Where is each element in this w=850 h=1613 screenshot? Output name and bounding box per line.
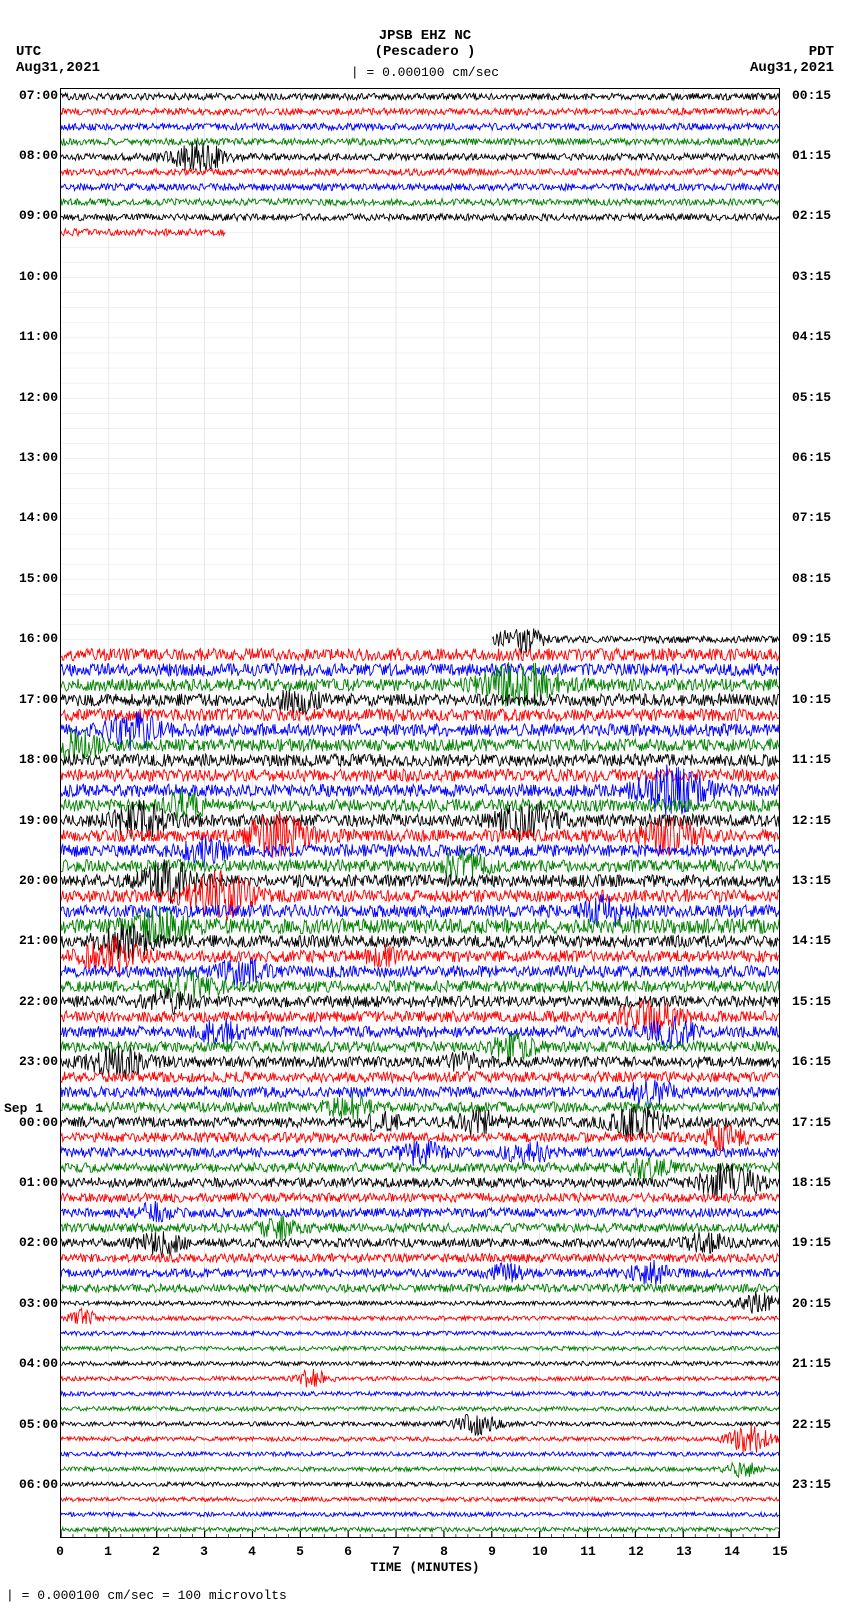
x-tick-label: 4 bbox=[248, 1544, 256, 1559]
x-tick-label: 9 bbox=[488, 1544, 496, 1559]
utc-hour-label: 00:00 bbox=[4, 1115, 58, 1130]
utc-hour-label: 14:00 bbox=[4, 510, 58, 525]
utc-hour-label: 19:00 bbox=[4, 813, 58, 828]
utc-hour-label: 16:00 bbox=[4, 631, 58, 646]
scale-text: | = 0.000100 cm/sec bbox=[0, 65, 850, 80]
pdt-hour-label: 12:15 bbox=[792, 813, 846, 828]
utc-hour-label: 18:00 bbox=[4, 752, 58, 767]
pdt-hour-label: 14:15 bbox=[792, 933, 846, 948]
x-tick-label: 0 bbox=[56, 1544, 64, 1559]
footer-scale-text: | = 0.000100 cm/sec = 100 microvolts bbox=[6, 1588, 287, 1603]
utc-hour-label: 15:00 bbox=[4, 571, 58, 586]
x-axis-title: TIME (MINUTES) bbox=[370, 1560, 479, 1575]
pdt-hour-label: 19:15 bbox=[792, 1235, 846, 1250]
pdt-hour-label: 02:15 bbox=[792, 208, 846, 223]
pdt-hour-label: 10:15 bbox=[792, 692, 846, 707]
x-tick-label: 6 bbox=[344, 1544, 352, 1559]
utc-hour-label: 01:00 bbox=[4, 1175, 58, 1190]
x-tick-label: 10 bbox=[532, 1544, 548, 1559]
tz-label-left: UTC bbox=[16, 44, 41, 60]
seismogram-svg bbox=[61, 89, 779, 1537]
utc-hour-label: 04:00 bbox=[4, 1356, 58, 1371]
utc-hour-label: 12:00 bbox=[4, 390, 58, 405]
tz-label-right: PDT bbox=[809, 44, 834, 60]
utc-hour-label: 07:00 bbox=[4, 88, 58, 103]
pdt-hour-label: 15:15 bbox=[792, 994, 846, 1009]
utc-hour-label: 13:00 bbox=[4, 450, 58, 465]
utc-hour-label: 21:00 bbox=[4, 933, 58, 948]
utc-hour-label: 10:00 bbox=[4, 269, 58, 284]
pdt-hour-label: 22:15 bbox=[792, 1417, 846, 1432]
pdt-hour-label: 18:15 bbox=[792, 1175, 846, 1190]
pdt-hour-label: 16:15 bbox=[792, 1054, 846, 1069]
x-tick-label: 8 bbox=[440, 1544, 448, 1559]
date-label-right: Aug31,2021 bbox=[750, 60, 834, 76]
station-location: (Pescadero ) bbox=[0, 44, 850, 60]
utc-hour-label: 17:00 bbox=[4, 692, 58, 707]
day-boundary-label: Sep 1 bbox=[4, 1101, 43, 1116]
utc-hour-label: 02:00 bbox=[4, 1235, 58, 1250]
pdt-hour-label: 08:15 bbox=[792, 571, 846, 586]
utc-hour-label: 03:00 bbox=[4, 1296, 58, 1311]
utc-hour-label: 05:00 bbox=[4, 1417, 58, 1432]
pdt-hour-label: 03:15 bbox=[792, 269, 846, 284]
pdt-hour-label: 23:15 bbox=[792, 1477, 846, 1492]
x-tick-label: 12 bbox=[628, 1544, 644, 1559]
x-tick-label: 13 bbox=[676, 1544, 692, 1559]
utc-hour-label: 06:00 bbox=[4, 1477, 58, 1492]
x-tick-label: 14 bbox=[724, 1544, 740, 1559]
x-tick-label: 3 bbox=[200, 1544, 208, 1559]
pdt-hour-label: 07:15 bbox=[792, 510, 846, 525]
pdt-hour-label: 11:15 bbox=[792, 752, 846, 767]
pdt-hour-label: 20:15 bbox=[792, 1296, 846, 1311]
pdt-hour-label: 00:15 bbox=[792, 88, 846, 103]
utc-hour-label: 23:00 bbox=[4, 1054, 58, 1069]
x-tick-label: 1 bbox=[104, 1544, 112, 1559]
utc-hour-label: 08:00 bbox=[4, 148, 58, 163]
pdt-hour-label: 17:15 bbox=[792, 1115, 846, 1130]
pdt-hour-label: 09:15 bbox=[792, 631, 846, 646]
pdt-hour-label: 01:15 bbox=[792, 148, 846, 163]
x-tick-label: 15 bbox=[772, 1544, 788, 1559]
utc-hour-label: 09:00 bbox=[4, 208, 58, 223]
pdt-hour-label: 04:15 bbox=[792, 329, 846, 344]
utc-hour-label: 22:00 bbox=[4, 994, 58, 1009]
pdt-hour-label: 05:15 bbox=[792, 390, 846, 405]
utc-hour-label: 11:00 bbox=[4, 329, 58, 344]
x-tick-label: 2 bbox=[152, 1544, 160, 1559]
pdt-hour-label: 13:15 bbox=[792, 873, 846, 888]
seismogram-plot bbox=[60, 88, 780, 1538]
utc-hour-label: 20:00 bbox=[4, 873, 58, 888]
pdt-hour-label: 21:15 bbox=[792, 1356, 846, 1371]
date-label-left: Aug31,2021 bbox=[16, 60, 100, 76]
pdt-hour-label: 06:15 bbox=[792, 450, 846, 465]
x-tick-label: 11 bbox=[580, 1544, 596, 1559]
station-title: JPSB EHZ NC bbox=[0, 28, 850, 44]
x-tick-label: 7 bbox=[392, 1544, 400, 1559]
x-tick-label: 5 bbox=[296, 1544, 304, 1559]
